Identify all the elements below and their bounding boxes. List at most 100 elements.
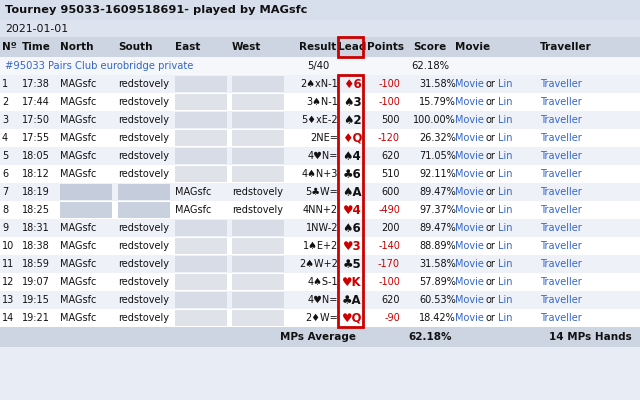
- Text: Movie: Movie: [455, 277, 484, 287]
- Bar: [175, 130, 227, 146]
- Text: Traveller: Traveller: [540, 295, 582, 305]
- Text: ♣A: ♣A: [342, 294, 362, 306]
- Text: ♠2: ♠2: [342, 114, 362, 126]
- Text: Movie: Movie: [455, 223, 484, 233]
- Text: ♣6: ♣6: [342, 168, 362, 180]
- Bar: [232, 310, 284, 326]
- Text: redstovely: redstovely: [118, 277, 169, 287]
- Text: or: or: [486, 313, 496, 323]
- Text: or: or: [486, 295, 496, 305]
- Text: redstovely: redstovely: [118, 151, 169, 161]
- Text: Lin: Lin: [498, 79, 513, 89]
- Text: 2♠xN-1: 2♠xN-1: [300, 79, 338, 89]
- Bar: [0, 147, 640, 165]
- Text: 5: 5: [2, 151, 8, 161]
- Bar: [60, 184, 112, 200]
- Text: 18:05: 18:05: [22, 151, 50, 161]
- Text: ♥K: ♥K: [342, 276, 362, 288]
- Text: Traveller: Traveller: [540, 169, 582, 179]
- Bar: [175, 292, 227, 308]
- Text: Traveller: Traveller: [540, 205, 582, 215]
- Text: MAGsfc: MAGsfc: [60, 259, 97, 269]
- Text: ♠6: ♠6: [342, 222, 362, 234]
- Text: Movie: Movie: [455, 313, 484, 323]
- Text: -100: -100: [378, 97, 400, 107]
- Text: 97.37%: 97.37%: [419, 205, 456, 215]
- Text: MAGsfc: MAGsfc: [175, 187, 211, 197]
- Text: -90: -90: [384, 313, 400, 323]
- Bar: [175, 256, 227, 272]
- Text: 2021-01-01: 2021-01-01: [5, 24, 68, 34]
- Text: Movie: Movie: [455, 115, 484, 125]
- Text: or: or: [486, 187, 496, 197]
- Text: 1NW-2: 1NW-2: [305, 223, 338, 233]
- Text: 4: 4: [2, 133, 8, 143]
- Text: Nº: Nº: [2, 42, 17, 52]
- Text: 200: 200: [381, 223, 400, 233]
- Text: Lead: Lead: [338, 42, 366, 52]
- Bar: [175, 220, 227, 236]
- Text: 62.18%: 62.18%: [408, 332, 452, 342]
- Text: MAGsfc: MAGsfc: [60, 79, 97, 89]
- Text: 2NE=: 2NE=: [310, 133, 338, 143]
- Text: 19:21: 19:21: [22, 313, 50, 323]
- Text: ♠A: ♠A: [342, 186, 362, 198]
- Bar: [232, 76, 284, 92]
- Text: North: North: [60, 42, 93, 52]
- Text: Movie: Movie: [455, 79, 484, 89]
- Text: 1: 1: [2, 79, 8, 89]
- Text: Result: Result: [300, 42, 337, 52]
- Text: 13: 13: [2, 295, 14, 305]
- Text: Traveller: Traveller: [540, 79, 582, 89]
- Text: Traveller: Traveller: [540, 241, 582, 251]
- Bar: [0, 201, 640, 219]
- Text: -100: -100: [378, 79, 400, 89]
- Text: 19:07: 19:07: [22, 277, 50, 287]
- Text: East: East: [175, 42, 200, 52]
- Text: Traveller: Traveller: [540, 223, 582, 233]
- Text: Movie: Movie: [455, 169, 484, 179]
- Text: 17:44: 17:44: [22, 97, 50, 107]
- Text: Traveller: Traveller: [540, 313, 582, 323]
- Bar: [0, 75, 640, 93]
- Bar: [232, 238, 284, 254]
- Text: Lin: Lin: [498, 241, 513, 251]
- Text: 5♣W=: 5♣W=: [305, 187, 338, 197]
- Text: ♦6: ♦6: [342, 78, 362, 90]
- Text: redstovely: redstovely: [118, 115, 169, 125]
- Text: 620: 620: [381, 151, 400, 161]
- Bar: [232, 274, 284, 290]
- Text: MPs Average: MPs Average: [280, 332, 356, 342]
- Text: 26.32%: 26.32%: [419, 133, 456, 143]
- Text: 18:38: 18:38: [22, 241, 50, 251]
- Text: MAGsfc: MAGsfc: [60, 169, 97, 179]
- Text: 19:15: 19:15: [22, 295, 50, 305]
- Text: 92.11%: 92.11%: [419, 169, 456, 179]
- Text: ♥Q: ♥Q: [342, 312, 362, 324]
- Text: 4♠S-1: 4♠S-1: [307, 277, 338, 287]
- Text: Movie: Movie: [455, 97, 484, 107]
- Text: Lin: Lin: [498, 259, 513, 269]
- Text: Lin: Lin: [498, 205, 513, 215]
- Text: 4♠N+3: 4♠N+3: [301, 169, 338, 179]
- Text: 89.47%: 89.47%: [419, 187, 456, 197]
- Text: 60.53%: 60.53%: [419, 295, 456, 305]
- Text: or: or: [486, 115, 496, 125]
- Text: MAGsfc: MAGsfc: [60, 277, 97, 287]
- Bar: [0, 37, 640, 57]
- Text: Lin: Lin: [498, 295, 513, 305]
- Bar: [0, 273, 640, 291]
- Text: 18.42%: 18.42%: [419, 313, 456, 323]
- Bar: [232, 220, 284, 236]
- Text: MAGsfc: MAGsfc: [60, 133, 97, 143]
- Text: Lin: Lin: [498, 187, 513, 197]
- Text: redstovely: redstovely: [118, 259, 169, 269]
- Text: ♥3: ♥3: [342, 240, 362, 252]
- Text: -120: -120: [378, 133, 400, 143]
- Bar: [232, 112, 284, 128]
- Text: redstovely: redstovely: [118, 133, 169, 143]
- Text: or: or: [486, 259, 496, 269]
- Text: 11: 11: [2, 259, 14, 269]
- Text: 15.79%: 15.79%: [419, 97, 456, 107]
- Text: 18:59: 18:59: [22, 259, 50, 269]
